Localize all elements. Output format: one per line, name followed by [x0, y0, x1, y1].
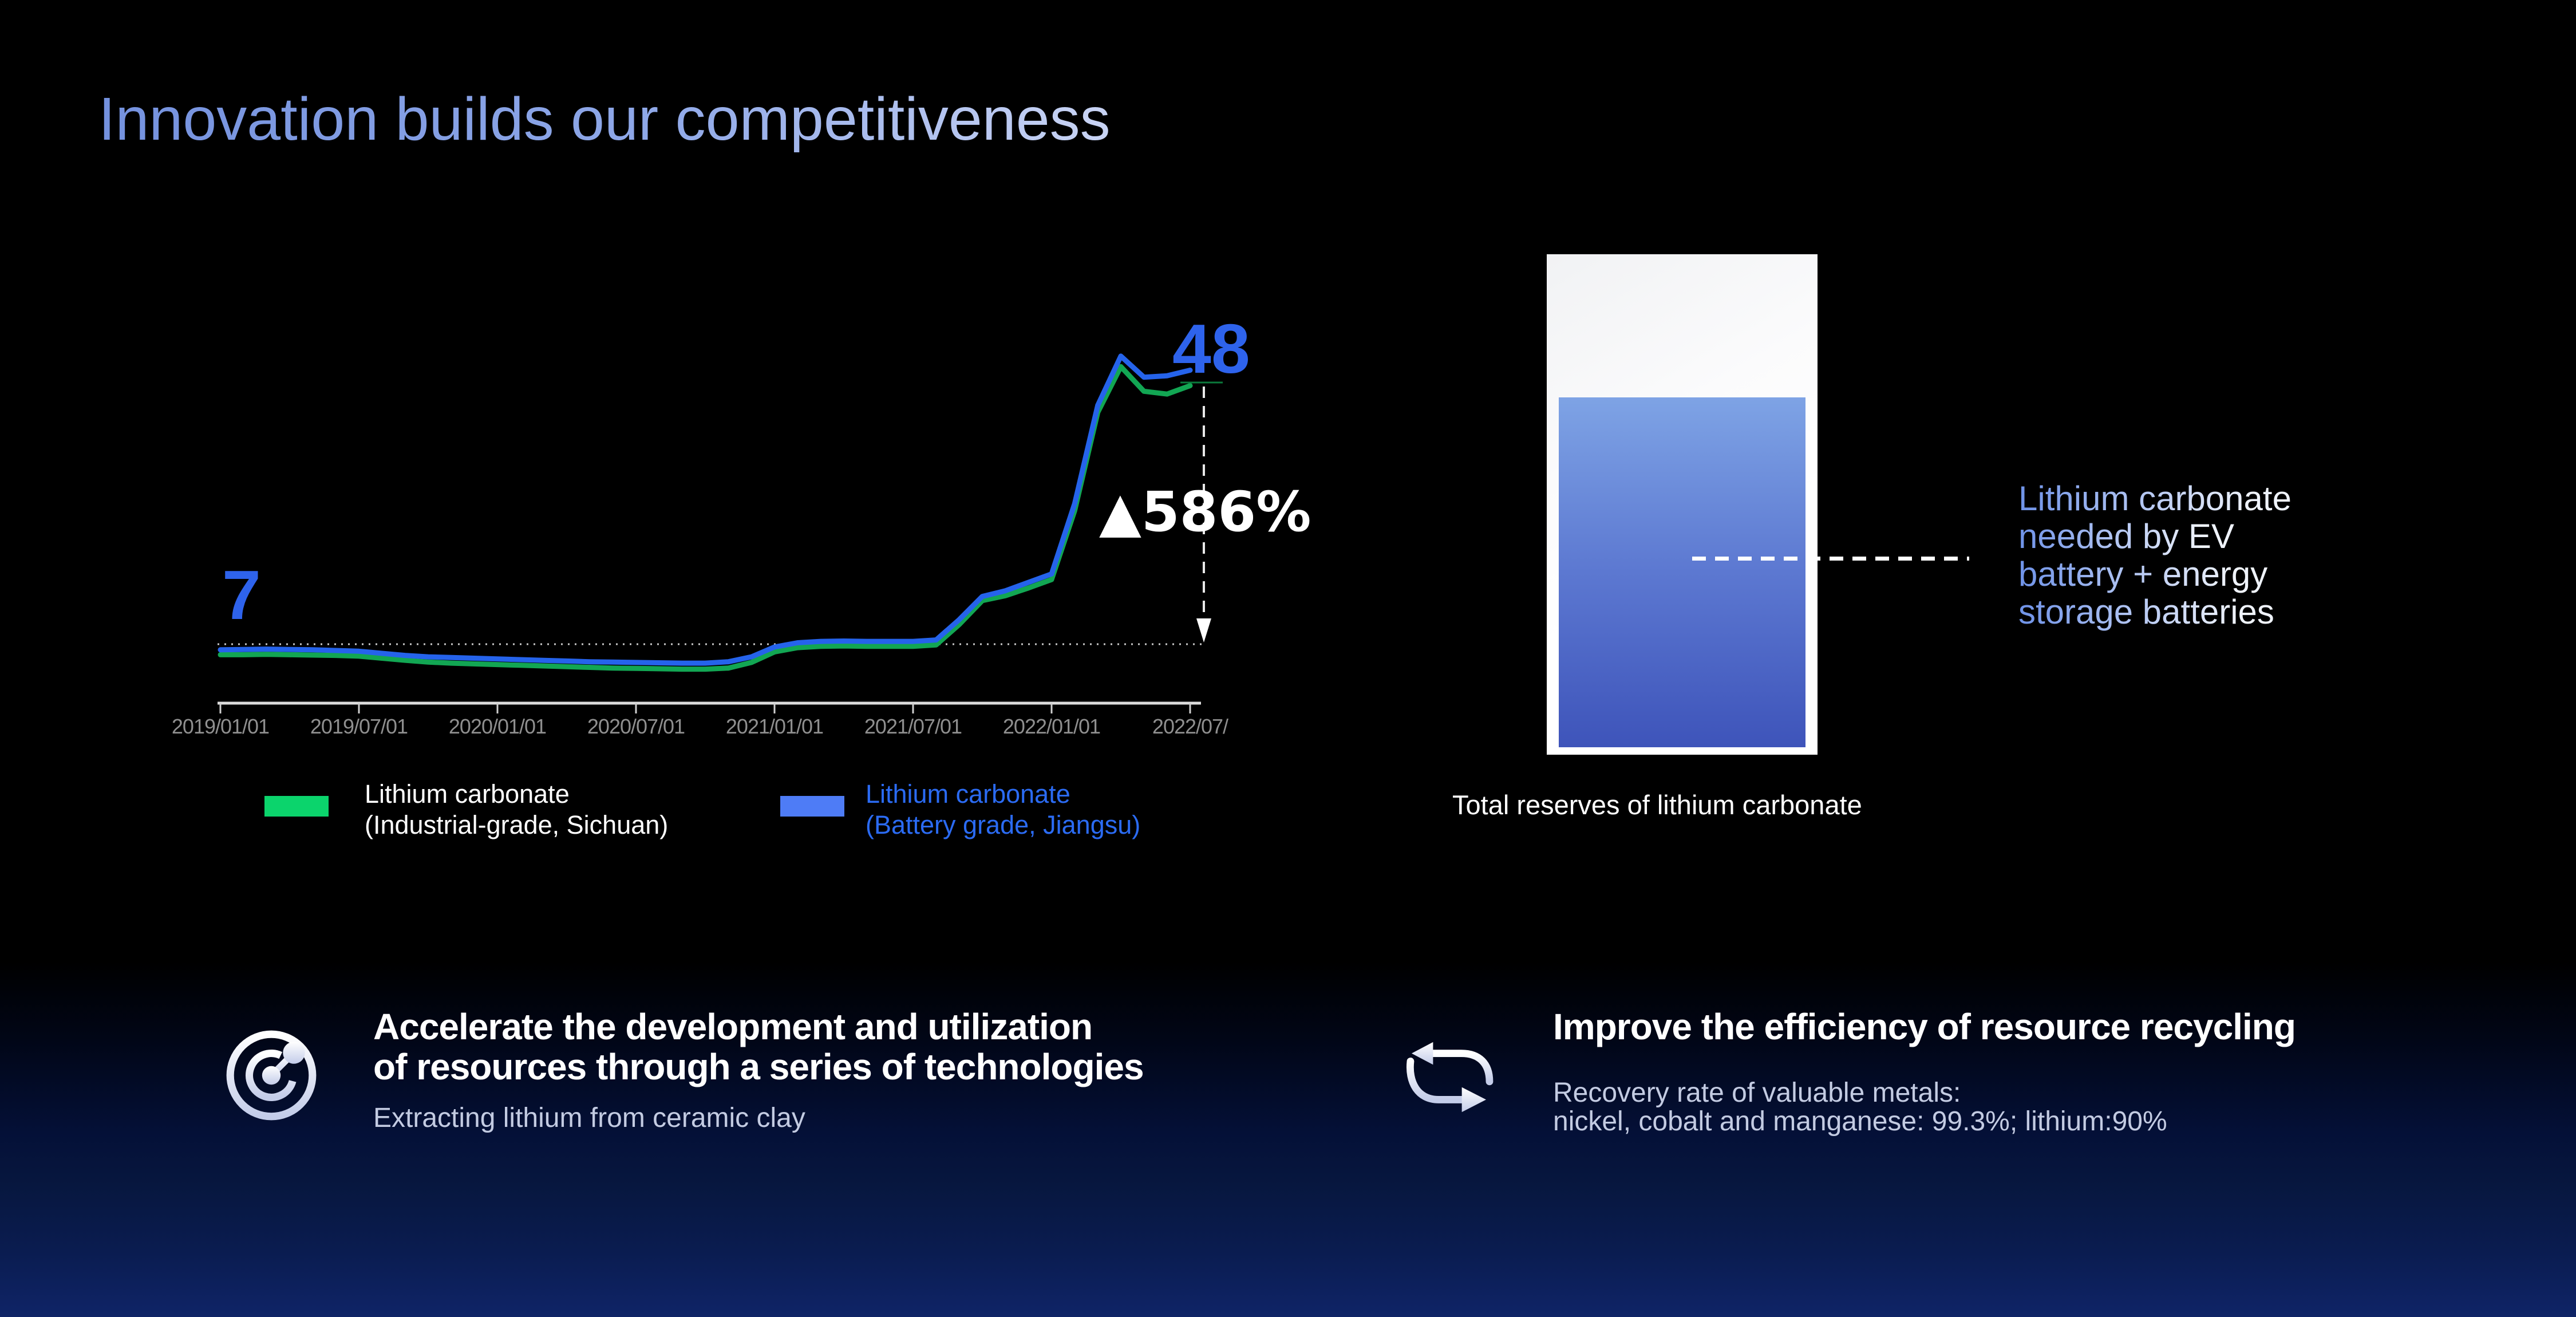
legend-label-industrial: Lithium carbonate (Industrial-grade, Sic… — [365, 779, 668, 841]
x-axis-tick-label: 2022/01/01 — [1002, 715, 1101, 738]
callout-dashed-leader-line — [1692, 557, 1969, 561]
legend-swatch-industrial — [264, 796, 329, 817]
reserves-callout-text: Lithium carbonate needed by EV battery +… — [2018, 480, 2291, 631]
legend-label-battery: Lithium carbonate (Battery grade, Jiangs… — [866, 779, 1140, 841]
start-value-label: 7 — [222, 556, 261, 634]
series-industrial-grade-line — [218, 364, 1193, 672]
change-arrow-head — [1196, 618, 1211, 642]
legend-label-industrial-line2: (Industrial-grade, Sichuan) — [365, 810, 669, 839]
percent-change-label: ▲586% — [1099, 480, 1311, 544]
highlight-right-subtitle-line1: Recovery rate of valuable metals: — [1553, 1078, 1961, 1108]
x-axis-tick-label: 2020/07/01 — [587, 715, 685, 738]
x-axis-tick-label: 2021/01/01 — [725, 715, 824, 738]
highlight-left-title-line2: of resources through a series of technol… — [373, 1046, 1144, 1087]
x-axis-tick-label: 2022/07/ — [1152, 715, 1228, 738]
highlight-left-title: Accelerate the development and utilizati… — [373, 1007, 1144, 1087]
peak-value-label: 48 — [1172, 310, 1250, 388]
callout-line-3: battery + energy — [2018, 555, 2268, 593]
highlight-right-title-line1: Improve the efficiency of resource recyc… — [1553, 1006, 2296, 1047]
callout-line-2: needed by EV — [2018, 517, 2234, 555]
x-axis-tick-label: 2021/07/01 — [864, 715, 962, 738]
price-line-chart — [218, 353, 1223, 713]
reserves-tank-fill — [1559, 397, 1805, 747]
highlight-right-title: Improve the efficiency of resource recyc… — [1553, 1007, 2296, 1047]
series-battery-grade-line — [218, 353, 1193, 666]
highlight-left-title-line1: Accelerate the development and utilizati… — [373, 1006, 1093, 1047]
legend-swatch-battery — [780, 796, 844, 817]
callout-line-1: Lithium carbonate — [2018, 479, 2291, 518]
legend-label-battery-line2: (Battery grade, Jiangsu) — [866, 810, 1141, 839]
page-title: Innovation builds our competitiveness — [98, 85, 1111, 153]
reserves-tank — [1547, 254, 1818, 755]
recycle-icon — [1406, 1042, 1494, 1113]
radar-icon — [226, 1030, 317, 1121]
highlight-left-subtitle-line1: Extracting lithium from ceramic clay — [373, 1103, 805, 1133]
x-axis-tick-label: 2019/01/01 — [171, 715, 270, 738]
highlight-left-subtitle: Extracting lithium from ceramic clay — [373, 1104, 805, 1133]
highlight-right-subtitle-line2: nickel, cobalt and manganese: 99.3%; lit… — [1553, 1106, 2167, 1137]
x-axis-tick-label: 2020/01/01 — [448, 715, 547, 738]
reserves-caption: Total reserves of lithium carbonate — [1452, 790, 1862, 820]
x-axis-tick-label: 2019/07/01 — [310, 715, 408, 738]
x-axis-ticks — [219, 703, 1191, 713]
legend-label-industrial-line1: Lithium carbonate — [365, 779, 570, 809]
legend-label-battery-line1: Lithium carbonate — [866, 779, 1070, 809]
callout-line-4: storage batteries — [2018, 593, 2274, 631]
highlight-right-subtitle: Recovery rate of valuable metals: nickel… — [1553, 1079, 2167, 1136]
